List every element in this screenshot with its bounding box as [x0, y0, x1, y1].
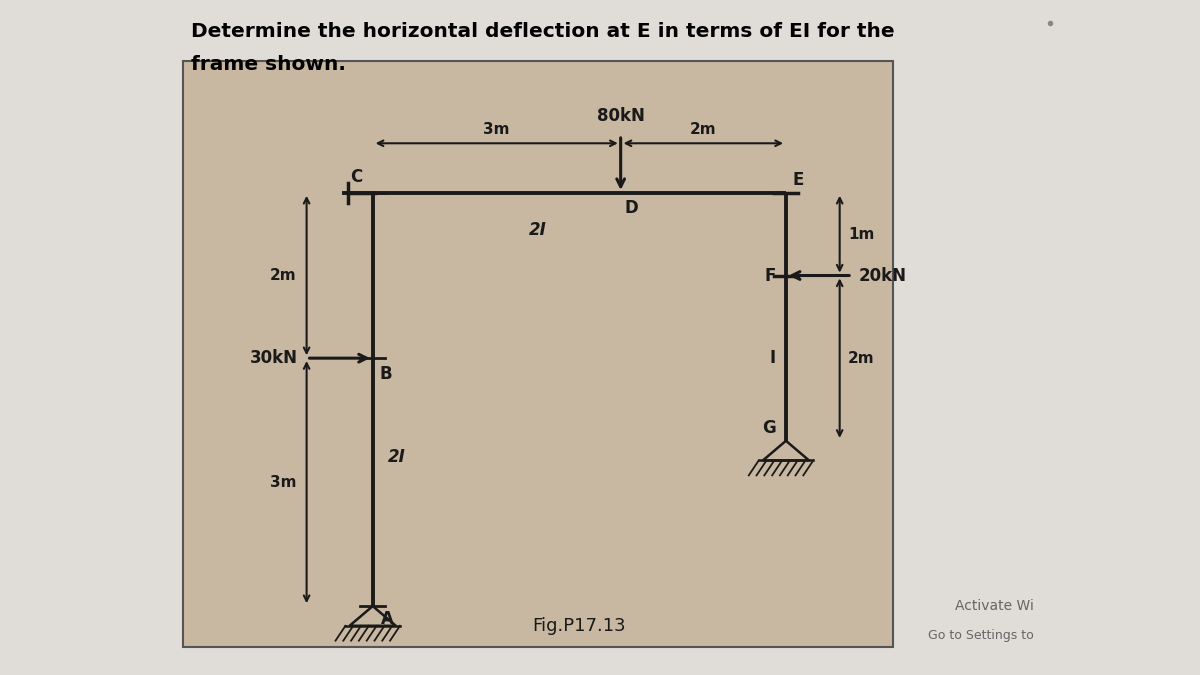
Text: Go to Settings to: Go to Settings to — [928, 628, 1034, 641]
Text: C: C — [350, 168, 362, 186]
Text: I: I — [770, 349, 776, 367]
Text: 20kN: 20kN — [859, 267, 907, 285]
Text: F: F — [764, 267, 776, 285]
Text: G: G — [762, 418, 776, 437]
Text: D: D — [625, 200, 638, 217]
Text: 2m: 2m — [690, 122, 716, 136]
Text: Determine the horizontal deflection at E in terms of EI for the: Determine the horizontal deflection at E… — [191, 22, 894, 41]
Text: 3m: 3m — [484, 122, 510, 136]
Text: B: B — [379, 364, 392, 383]
Text: E: E — [792, 171, 804, 189]
Text: frame shown.: frame shown. — [191, 55, 346, 74]
FancyBboxPatch shape — [182, 61, 893, 647]
Text: 2m: 2m — [270, 268, 296, 283]
Text: 80kN: 80kN — [596, 107, 644, 125]
Text: 30kN: 30kN — [251, 349, 299, 367]
Text: A: A — [380, 610, 394, 628]
Text: 1m: 1m — [848, 227, 875, 242]
Text: 2I: 2I — [388, 448, 406, 466]
Text: 3m: 3m — [270, 475, 296, 489]
Text: Activate Wi: Activate Wi — [955, 599, 1034, 613]
Text: 2I: 2I — [529, 221, 547, 239]
Text: Fig.P17.13: Fig.P17.13 — [533, 617, 626, 635]
Text: 2m: 2m — [848, 350, 875, 366]
